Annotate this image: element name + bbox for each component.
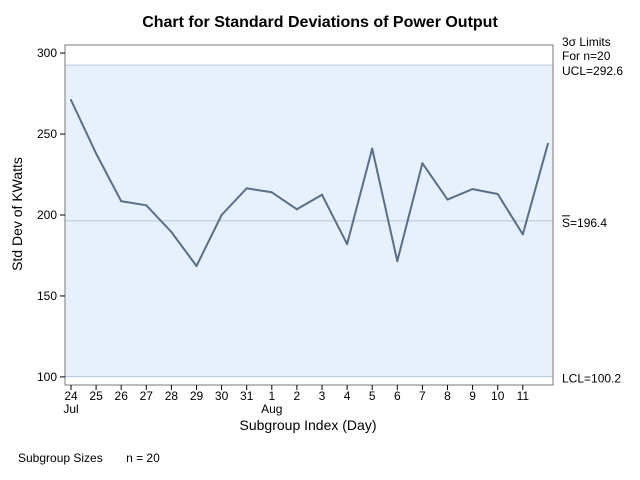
x-tick-label: 10 <box>491 389 505 403</box>
x-tick-label: 30 <box>215 389 229 403</box>
data-point <box>496 192 499 195</box>
x-tick-label: 1 <box>268 389 275 403</box>
data-point <box>521 233 524 236</box>
subgroup-sizes-label: Subgroup Sizes <box>18 451 103 465</box>
x-tick-label: 25 <box>89 389 103 403</box>
x-tick-label: 27 <box>140 389 154 403</box>
x-tick-label: 3 <box>319 389 326 403</box>
x-tick-label: 4 <box>344 389 351 403</box>
x-axis-title: Subgroup Index (Day) <box>240 417 377 433</box>
chart-title: Chart for Standard Deviations of Power O… <box>142 14 498 31</box>
y-tick-label: 100 <box>37 370 57 384</box>
x-tick-label: 2 <box>294 389 301 403</box>
data-point <box>270 191 273 194</box>
data-point <box>195 265 198 267</box>
center-line-label: S=196.4 <box>562 216 607 230</box>
data-point <box>120 200 123 203</box>
x-tick-label: 24 <box>64 389 78 403</box>
data-point <box>245 187 248 190</box>
y-tick-label: 150 <box>37 289 57 303</box>
x-tick-label: 7 <box>419 389 426 403</box>
x-month-label: Jul <box>63 402 78 416</box>
data-point <box>546 142 549 145</box>
x-tick-label: 28 <box>165 389 179 403</box>
data-point <box>371 147 374 150</box>
subgroup-sizes-value: n = 20 <box>126 451 160 465</box>
x-tick-label: 5 <box>369 389 376 403</box>
data-point <box>321 193 323 196</box>
subgroup-sizes-footer: Subgroup Sizes n = 20 <box>18 451 160 465</box>
data-point <box>295 208 298 211</box>
axes: 100 150 200 250 300 24 25 26 27 28 29 30 31 1 2 3 4 5 6 7 8 9… <box>37 44 554 416</box>
y-tick-label: 200 <box>37 208 57 222</box>
data-point <box>446 198 449 201</box>
limits-header-line1: 3σ Limits <box>562 35 611 49</box>
x-tick-label: 29 <box>190 389 204 403</box>
x-tick-label: 6 <box>394 389 401 403</box>
limits-header-line2: For n=20 <box>562 49 611 63</box>
ucl-label: UCL=292.6 <box>562 64 623 78</box>
data-point <box>220 214 223 216</box>
y-tick-label: 250 <box>37 127 57 141</box>
x-tick-label: 11 <box>517 389 530 403</box>
data-point <box>471 188 474 191</box>
data-point <box>170 231 173 233</box>
data-point <box>95 152 98 155</box>
s-bar-symbol: S <box>562 216 570 230</box>
control-limit-labels: 3σ Limits For n=20 UCL=292.6 S=196.4 LCL… <box>562 35 623 386</box>
data-point <box>70 99 72 102</box>
data-point <box>145 204 148 207</box>
lcl-label: LCL=100.2 <box>562 372 621 386</box>
x-month-label: Aug <box>261 402 282 416</box>
x-tick-label: 9 <box>469 389 476 403</box>
x-tick-label: 26 <box>115 389 129 403</box>
x-tick-label: 8 <box>444 389 451 403</box>
data-point <box>421 162 424 165</box>
y-tick-label: 300 <box>37 46 57 60</box>
series-line-0 <box>70 99 549 267</box>
data-point <box>346 243 349 246</box>
center-line-value: =196.4 <box>570 216 607 230</box>
plot-area <box>65 64 553 378</box>
data-point <box>396 260 399 263</box>
y-axis-title: Std Dev of KWatts <box>9 157 25 271</box>
x-tick-label: 31 <box>240 389 254 403</box>
